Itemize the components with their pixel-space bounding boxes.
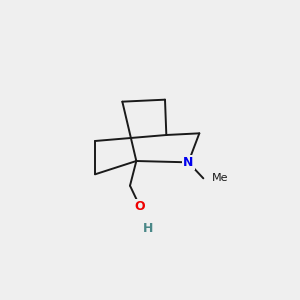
- Text: N: N: [183, 156, 194, 169]
- Text: Me: Me: [212, 173, 229, 183]
- Text: O: O: [135, 200, 145, 213]
- Text: H: H: [143, 222, 154, 235]
